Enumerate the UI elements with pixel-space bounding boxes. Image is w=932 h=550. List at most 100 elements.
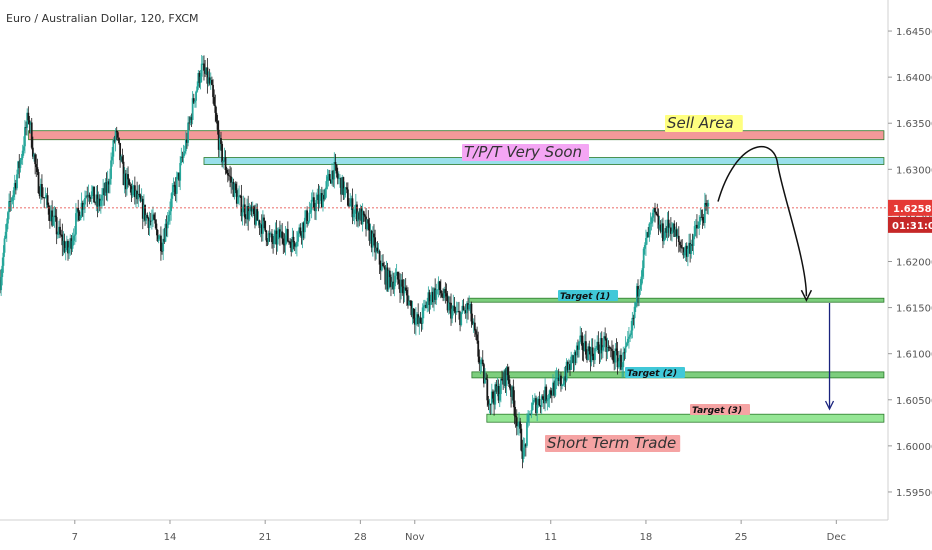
- candle-body: [509, 383, 511, 389]
- y-tick-label: 1.63500: [896, 119, 932, 130]
- candle-body: [412, 308, 415, 319]
- candle-body: [554, 378, 557, 396]
- candle-body: [247, 206, 250, 220]
- candle-body: [172, 185, 175, 193]
- candle-body: [209, 80, 212, 84]
- candle-body: [376, 247, 379, 252]
- candle-body: [64, 247, 67, 252]
- candle-body: [447, 302, 450, 311]
- candle-body: [264, 220, 267, 231]
- candle-body: [60, 234, 63, 236]
- candle-body: [162, 238, 165, 252]
- candle-body: [539, 405, 542, 407]
- candle-body: [574, 352, 577, 356]
- candle-body: [649, 223, 652, 225]
- candle-body: [422, 305, 425, 308]
- candle-body: [463, 310, 466, 312]
- candle-body: [414, 317, 417, 325]
- candle-body: [154, 219, 157, 224]
- candle-body: [350, 198, 353, 204]
- candle-body: [460, 312, 463, 326]
- candle-body: [442, 296, 444, 298]
- candle-body: [238, 195, 241, 197]
- candle-body: [548, 390, 551, 399]
- candle-body: [535, 398, 537, 414]
- candle-body: [586, 354, 588, 360]
- candle-body: [652, 207, 655, 213]
- candle-body: [597, 341, 600, 350]
- candle-body: [641, 268, 644, 277]
- level-zone: [486, 413, 885, 423]
- candle-body: [700, 216, 703, 218]
- candle-body: [53, 215, 56, 217]
- candle-body: [262, 217, 264, 234]
- candle-body: [8, 201, 10, 213]
- candle-body: [424, 304, 426, 306]
- candle-body: [24, 127, 26, 147]
- candle-body: [258, 220, 261, 228]
- candle-body: [413, 318, 416, 325]
- candle-body: [425, 304, 427, 309]
- candle-body: [224, 157, 227, 170]
- candle-body: [187, 122, 190, 143]
- candle-body: [604, 336, 607, 339]
- candle-body: [14, 182, 17, 189]
- candle-body: [233, 183, 236, 197]
- candle-body: [3, 238, 6, 253]
- candle-body: [605, 338, 608, 352]
- candle-body: [639, 285, 642, 290]
- candle-body: [419, 317, 422, 324]
- candle-body: [158, 235, 161, 239]
- candle-body: [397, 279, 400, 284]
- candle-body: [246, 206, 248, 219]
- candle-body: [327, 174, 330, 177]
- candle-body: [255, 209, 258, 225]
- candle-body: [572, 355, 575, 363]
- candle-body: [498, 393, 501, 401]
- candle-body: [337, 178, 340, 180]
- candle-body: [656, 213, 659, 216]
- candle-body: [484, 378, 486, 384]
- candle-body: [198, 73, 201, 83]
- candle-body: [395, 272, 398, 276]
- candle-body: [106, 181, 109, 193]
- candle-body: [524, 444, 527, 446]
- candle-body: [293, 242, 296, 247]
- candle-body: [599, 338, 602, 354]
- candle-body: [5, 223, 8, 232]
- candle-body: [515, 417, 518, 427]
- candle-body: [116, 132, 119, 138]
- candle-body: [92, 186, 94, 192]
- candle-body: [677, 235, 680, 242]
- candle-body: [674, 229, 677, 237]
- x-tick-label: Nov: [405, 532, 425, 543]
- price-axis[interactable]: 1.645001.640001.635001.630001.625001.620…: [888, 27, 932, 499]
- candle-body: [401, 279, 404, 287]
- candle-body: [516, 425, 519, 427]
- candle-body: [507, 375, 510, 384]
- candle-body: [317, 194, 320, 204]
- candle-body: [577, 345, 579, 350]
- candle-body: [217, 129, 220, 150]
- candle-body: [693, 226, 696, 237]
- candle-body: [569, 364, 571, 370]
- candle-body: [470, 303, 473, 322]
- candle-body: [179, 162, 182, 181]
- y-tick-label: 1.64500: [896, 27, 932, 38]
- candle-body: [150, 220, 153, 222]
- candle-body: [241, 212, 244, 217]
- candle-body: [152, 214, 154, 221]
- time-axis[interactable]: 7 14 21 28 Nov 11 18 25 Dec: [72, 520, 846, 543]
- candle-body: [471, 321, 474, 325]
- candle-body: [99, 200, 102, 206]
- candle-body: [560, 375, 562, 387]
- candle-body: [171, 192, 174, 199]
- candle-body: [297, 232, 299, 242]
- candle-body: [307, 221, 310, 224]
- candle-body: [30, 122, 33, 148]
- candle-body: [342, 177, 345, 196]
- candle-body: [479, 362, 482, 365]
- candle-body: [705, 203, 707, 205]
- annotation-box: [545, 435, 681, 452]
